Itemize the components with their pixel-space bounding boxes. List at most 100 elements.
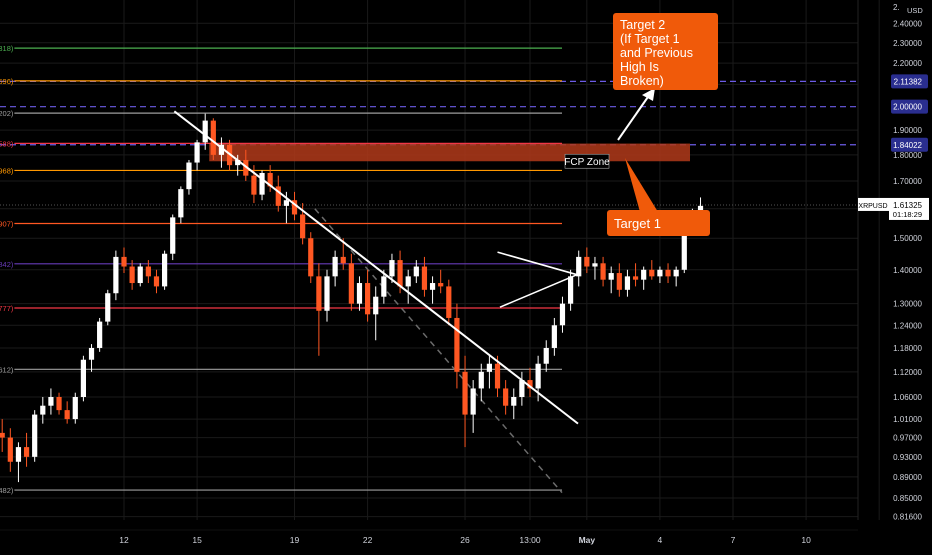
target-1-label: Target 1: [614, 216, 661, 231]
candle-body: [15, 447, 22, 462]
candle-body: [641, 269, 647, 280]
target-2-arrow-head: [642, 88, 655, 101]
price-tick-label: 1.24000: [893, 321, 922, 330]
fib-level-label: 0.618(1.54907): [0, 220, 14, 229]
candle-body: [478, 371, 484, 389]
candle-body: [405, 276, 411, 287]
candle-body: [681, 223, 687, 270]
candle-body: [251, 175, 257, 195]
candle-body: [584, 256, 590, 267]
fib-level-label: 0.236(1.12612): [0, 365, 14, 374]
candle-body: [348, 263, 354, 304]
candle-body: [535, 363, 541, 389]
candle-body: [454, 317, 460, 372]
target-2-label-line: (If Target 1: [620, 32, 680, 46]
time-tick-label: 26: [460, 535, 470, 545]
candle-body: [64, 410, 70, 420]
price-tick-label: 1.12000: [893, 368, 922, 377]
candle-body: [291, 200, 298, 215]
fib-level-label: 0.786(1.73968): [0, 166, 14, 175]
candle-body: [446, 286, 452, 318]
price-tag-label: 2.00000: [893, 103, 922, 112]
price-tick-label: 0.89000: [893, 473, 922, 482]
candle-body: [421, 266, 428, 290]
target-2-label-line: and Previous: [620, 46, 693, 60]
symbol-tag-label: XRPUSD: [858, 203, 887, 210]
price-tag-bg: [891, 137, 928, 152]
price-tick-label: 1.90000: [893, 126, 922, 135]
price-tick-label: 2.20000: [893, 59, 922, 68]
candle-body: [373, 296, 379, 315]
candle-body: [153, 276, 160, 287]
candle-body: [194, 142, 200, 163]
candle-body: [283, 200, 289, 206]
fib-level-label: 1(1.97202): [0, 109, 14, 118]
candle-body: [632, 276, 639, 280]
candle-body: [397, 260, 403, 287]
target-1-callout[interactable]: [607, 210, 710, 236]
time-tick-label: May: [579, 535, 596, 545]
price-tick-label: 1.06000: [893, 393, 922, 402]
candle-body: [72, 396, 78, 420]
candle-body: [332, 256, 338, 277]
fib-level-label: 0.886(1.84588): [0, 139, 14, 148]
candle-body: [413, 266, 419, 277]
fcp-zone-rect: [209, 143, 690, 162]
time-tick-label: 13:00: [519, 535, 541, 545]
candle-body: [32, 414, 38, 457]
candle-body: [624, 276, 631, 290]
time-tick-label: 10: [801, 535, 811, 545]
price-tick-label: 1.50000: [893, 234, 922, 243]
candle-body: [429, 283, 436, 290]
candle-body: [105, 293, 111, 322]
candle-body: [551, 325, 557, 348]
candle-body: [697, 205, 704, 212]
price-tick-label: 1.18000: [893, 344, 922, 353]
price-tag-label: 2.11382: [894, 77, 923, 86]
candle-body: [7, 437, 13, 462]
candle-body: [218, 144, 225, 155]
time-tick-label: 19: [290, 535, 300, 545]
candle-body: [97, 321, 103, 348]
time-tick-label: 12: [119, 535, 129, 545]
fib-level-label: 0.382(1.28777): [0, 304, 14, 313]
target-2-callout[interactable]: [613, 13, 718, 90]
fib-level-label: 0.5(1.41842): [0, 260, 14, 269]
candle-body: [600, 263, 606, 280]
candle-body: [80, 359, 86, 397]
candle-body: [145, 266, 151, 277]
candle-body: [519, 380, 525, 397]
price-tick-label: 2.30000: [893, 39, 922, 48]
candle-body: [308, 238, 314, 277]
candle-body: [170, 217, 176, 254]
fib-level-label: 1.272(2.27318): [0, 44, 14, 53]
descending-trendline: [173, 110, 579, 425]
candle-body: [316, 276, 322, 311]
candle-body: [608, 273, 614, 280]
time-tick-label: 15: [192, 535, 202, 545]
price-tick-label: 1.70000: [893, 177, 922, 186]
candle-body: [511, 396, 517, 406]
candle-body: [235, 159, 241, 166]
price-tick-label: 1.01000: [893, 415, 922, 424]
candle-body: [559, 303, 566, 326]
candle-body: [527, 380, 533, 389]
candle-body: [162, 253, 168, 287]
candle-body: [649, 269, 655, 277]
price-tick-label: 1.80000: [893, 151, 922, 160]
candle-body: [486, 363, 492, 372]
candle-body: [259, 172, 265, 195]
candle-body: [178, 189, 184, 218]
price-tick-label: 0.97000: [893, 434, 922, 443]
fib-level-label: 1.13(2.11596): [0, 77, 14, 86]
triangle-pattern: [497, 251, 580, 308]
fib-level-label: 0(0.86482): [0, 486, 14, 495]
candle-body: [113, 256, 119, 294]
candle-body: [88, 347, 95, 360]
candle-body: [324, 276, 330, 311]
candle-body: [657, 269, 663, 277]
time-tick-label: 22: [363, 535, 373, 545]
candle-body: [616, 273, 622, 290]
last-price-tag-bg: [889, 197, 929, 220]
